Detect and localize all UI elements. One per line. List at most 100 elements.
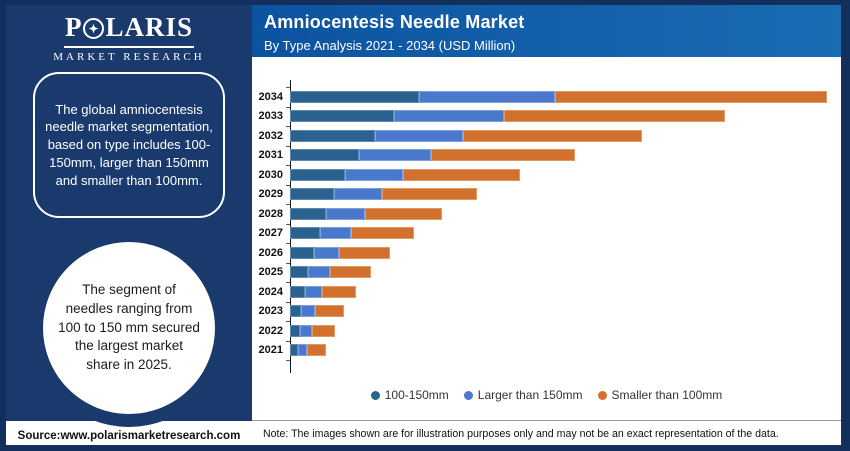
chart-row-2027: 2027 [252, 224, 841, 244]
segmentation-callout-box: The global amniocentesis needle market s… [33, 72, 225, 218]
bar-segment [504, 110, 725, 123]
logo-star-icon: ✦ [83, 18, 105, 39]
stacked-bar-2025 [290, 266, 371, 279]
market-share-callout-text: The segment of needles ranging from 100 … [58, 282, 200, 372]
axis-tick [286, 204, 290, 205]
stacked-bar-2032 [290, 129, 642, 142]
stacked-bar-2022 [290, 324, 335, 337]
axis-tick [286, 340, 290, 342]
bar-segment [290, 266, 308, 279]
logo-wordmark: P ✦ LARIS [6, 12, 252, 43]
bar-segment [301, 305, 315, 318]
bar-segment [394, 110, 504, 123]
stacked-bar-2028 [290, 207, 442, 220]
bar-segment [290, 129, 375, 142]
bar-segment [290, 246, 314, 259]
footnote: Note: The images shown are for illustrat… [263, 428, 779, 440]
chart-row-2024: 2024 [252, 282, 841, 302]
chart-row-2033: 2033 [252, 107, 841, 127]
axis-tick [286, 262, 290, 264]
year-label: 2031 [258, 149, 283, 162]
chart-row-2021: 2021 [252, 341, 841, 361]
chart-legend: 100-150mm Larger than 150mm Smaller than 1… [252, 388, 841, 402]
bar-segment [300, 324, 312, 337]
bar-segment [431, 149, 575, 162]
bar-segment [403, 168, 520, 181]
bar-segment [555, 90, 827, 103]
segmentation-callout-text: The global amniocentesis needle market s… [45, 101, 213, 188]
bar-segment [290, 207, 326, 220]
frame-border-right [841, 0, 850, 451]
axis-tick [286, 165, 290, 166]
bar-segment [290, 168, 345, 181]
legend-dot-icon [370, 390, 380, 400]
bar-rows: 2034 2033 2032 2031 2030 2029 2028 2027 2026 2025… [252, 87, 841, 360]
year-label: 2030 [258, 168, 283, 181]
chart-row-2028: 2028 [252, 204, 841, 224]
bar-segment [290, 285, 305, 298]
chart-row-2026: 2026 [252, 243, 841, 263]
logo-letters-laris: LARIS [105, 12, 194, 42]
year-label: 2027 [258, 227, 283, 240]
bar-segment [308, 266, 330, 279]
page-subtitle: By Type Analysis 2021 - 2034 (USD Millio… [264, 38, 516, 53]
bar-segment [290, 149, 359, 162]
axis-tick [286, 184, 290, 186]
year-label: 2028 [258, 207, 283, 220]
sidebar: P ✦ LARIS MARKET RESEARCH The global amnio… [6, 5, 252, 427]
polaris-logo: P ✦ LARIS MARKET RESEARCH [6, 12, 252, 63]
bar-segment [307, 344, 326, 357]
year-label: 2023 [258, 305, 283, 318]
axis-tick [286, 223, 290, 225]
chart-row-2023: 2023 [252, 302, 841, 322]
axis-tick [286, 87, 290, 88]
bar-segment [365, 207, 442, 220]
axis-tick [286, 282, 290, 283]
bar-segment [322, 285, 356, 298]
chart-row-2031: 2031 [252, 146, 841, 166]
stacked-bar-2027 [290, 227, 414, 240]
chart-row-2030: 2030 [252, 165, 841, 185]
chart-row-2022: 2022 [252, 321, 841, 341]
stacked-bar-2026 [290, 246, 390, 259]
logo-letter-p: P [64, 12, 83, 42]
stacked-bar-2029 [290, 188, 477, 201]
bar-segment [334, 188, 382, 201]
chart-row-2029: 2029 [252, 185, 841, 205]
bar-segment [314, 246, 339, 259]
stacked-bar-2021 [290, 344, 326, 357]
legend-label: 100-150mm [384, 388, 449, 402]
bar-segment [339, 246, 390, 259]
axis-tick [286, 243, 290, 244]
bar-segment [326, 207, 365, 220]
bar-segment [419, 90, 555, 103]
year-label: 2022 [258, 324, 283, 337]
bar-segment [351, 227, 414, 240]
year-label: 2033 [258, 110, 283, 123]
legend-dot-icon [463, 390, 473, 400]
axis-tick [286, 126, 290, 127]
bar-segment [290, 305, 301, 318]
legend-item: 100-150mm [370, 388, 449, 402]
bar-segment [290, 344, 298, 357]
axis-tick [286, 360, 290, 361]
axis-tick [286, 106, 290, 108]
bar-segment [312, 324, 335, 337]
chart-header: Amniocentesis Needle Market By Type Anal… [252, 5, 841, 57]
axis-tick [286, 321, 290, 322]
bar-segment [290, 90, 419, 103]
year-label: 2024 [258, 285, 283, 298]
year-label: 2029 [258, 188, 283, 201]
page-title: Amniocentesis Needle Market [264, 12, 525, 32]
logo-tagline: MARKET RESEARCH [53, 51, 205, 63]
bar-segment [345, 168, 403, 181]
bar-segment [290, 110, 394, 123]
axis-tick [286, 301, 290, 303]
legend-dot-icon [597, 390, 607, 400]
frame-border-top [0, 0, 850, 5]
year-label: 2025 [258, 266, 283, 279]
chart-row-2025: 2025 [252, 263, 841, 283]
legend-label: Smaller than 100mm [611, 388, 723, 402]
chart-row-2032: 2032 [252, 126, 841, 146]
